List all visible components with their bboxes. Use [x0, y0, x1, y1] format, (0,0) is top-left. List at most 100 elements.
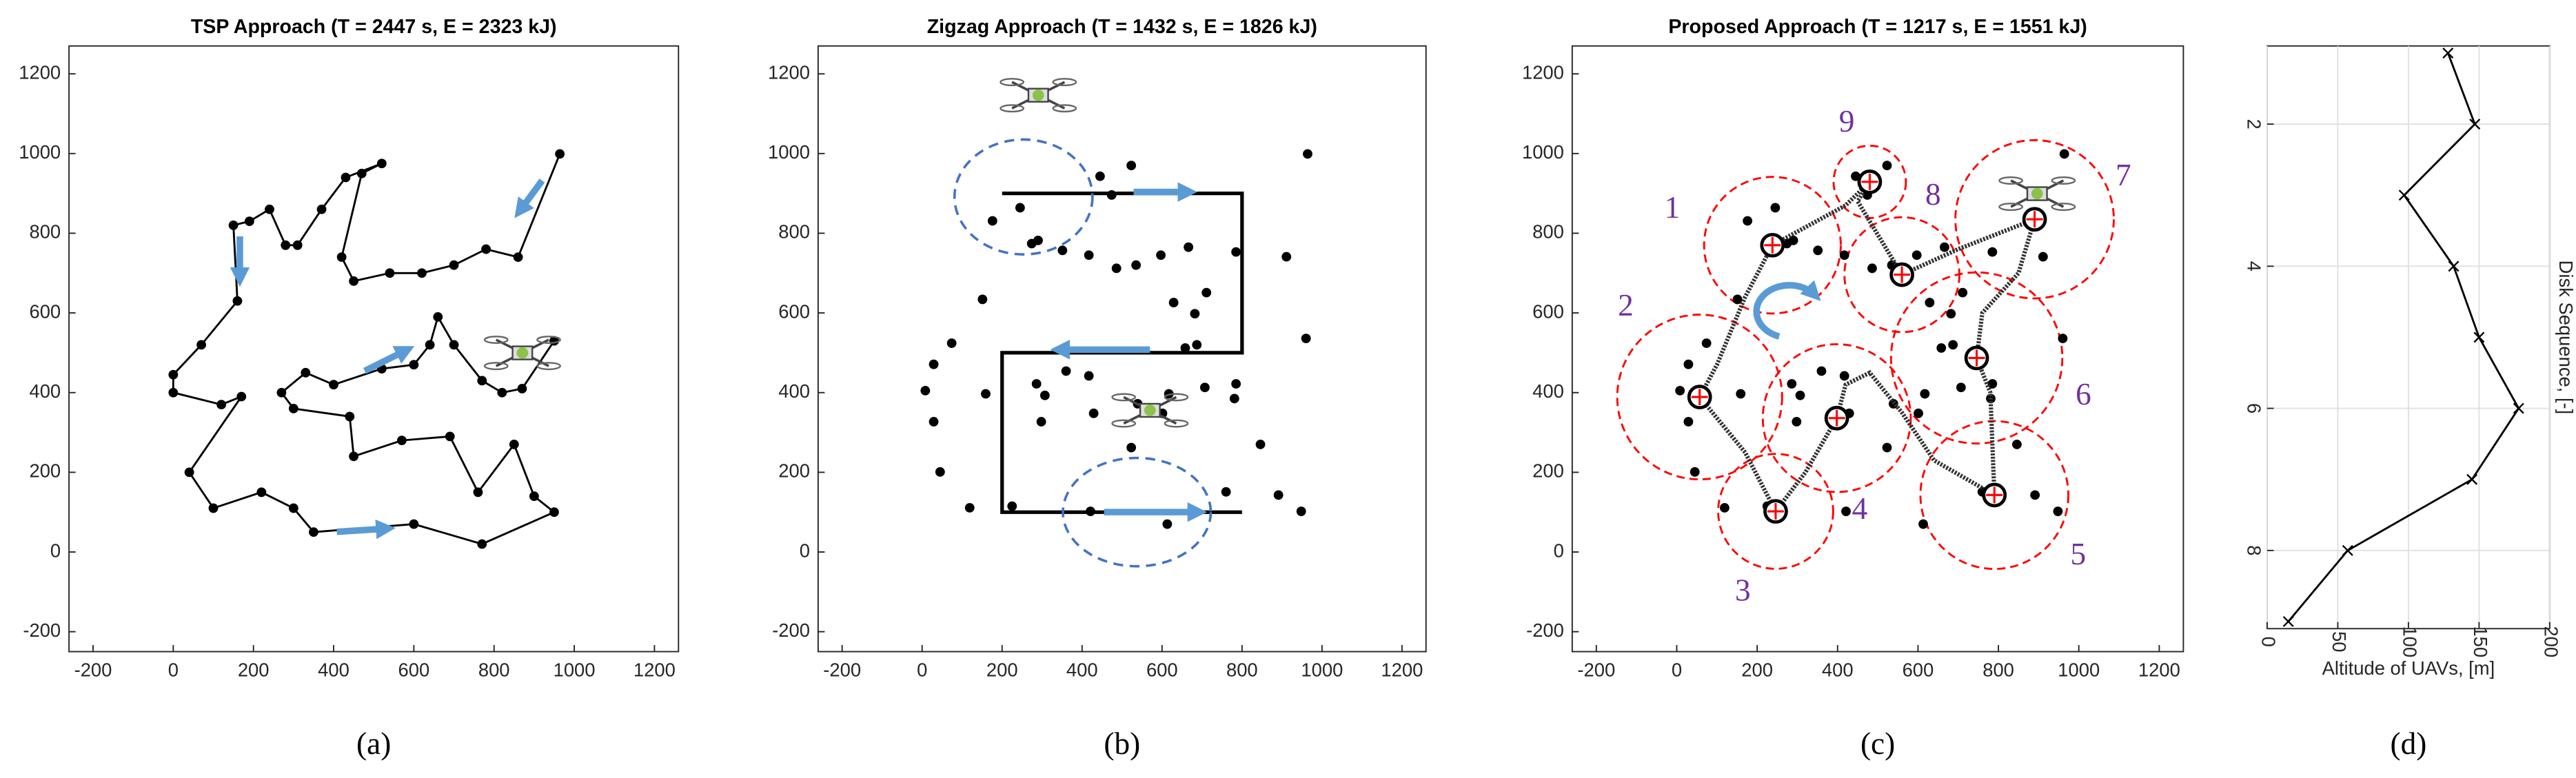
y-tick-label: 600 [1532, 300, 1564, 322]
plot-area [68, 45, 680, 653]
marker [2469, 119, 2481, 130]
node [2053, 506, 2063, 516]
node [1273, 490, 1284, 500]
x-tick-label: 100 [2400, 626, 2421, 657]
y-tick-label: -200 [23, 620, 61, 641]
panel-label: (a) [356, 726, 391, 761]
disk-label: 5 [2070, 537, 2086, 571]
y-tick-label: 0 [50, 540, 61, 561]
y-tick-label: -200 [1526, 620, 1564, 641]
node [349, 451, 359, 462]
node [920, 385, 931, 396]
node [1914, 408, 1923, 418]
center-plus [1691, 389, 1708, 406]
y-tick-label: 2 [2243, 119, 2264, 130]
node [1192, 340, 1202, 350]
node [1007, 501, 1017, 511]
node [1231, 379, 1241, 389]
annotations [230, 77, 2076, 568]
disk-label: 4 [1852, 491, 1868, 526]
x-tick-label: 150 [2470, 626, 2491, 657]
node [1795, 390, 1805, 400]
node [316, 204, 327, 214]
disk-center [1763, 499, 1788, 524]
y-tick-label: -200 [772, 620, 810, 641]
node [256, 487, 267, 498]
y-tick-label: 1000 [768, 141, 810, 163]
node [1199, 382, 1210, 393]
y-tick-label: 6 [2243, 403, 2264, 413]
y-tick-label: 800 [778, 221, 810, 243]
node [1231, 247, 1241, 257]
node [1015, 203, 1025, 213]
node [1201, 287, 1212, 298]
node [1296, 506, 1306, 516]
center-plus [1764, 236, 1781, 254]
marker [2282, 615, 2294, 627]
node [376, 158, 387, 169]
node [329, 380, 338, 390]
y-tick-label: 400 [29, 380, 61, 402]
node [425, 340, 435, 350]
node [1281, 252, 1292, 262]
node [1958, 287, 1968, 298]
node [2030, 490, 2040, 500]
x-tick-label: 400 [318, 659, 349, 680]
node [1126, 161, 1137, 171]
node [1033, 235, 1043, 245]
node [445, 431, 455, 442]
disk-center [1982, 482, 2007, 508]
node [184, 467, 194, 478]
x-tick-label: 0 [168, 659, 179, 680]
node [1126, 442, 1137, 453]
node [1882, 161, 1892, 171]
marker [2442, 48, 2454, 59]
node [1156, 250, 1166, 260]
y-tick-label: 0 [800, 540, 810, 561]
node [341, 172, 351, 183]
node [208, 503, 219, 513]
node [964, 502, 975, 513]
node [1841, 506, 1851, 516]
y-tick-label: 1200 [1522, 61, 1564, 83]
x-tick-label: 400 [1822, 659, 1854, 680]
node [1084, 371, 1094, 381]
node [1987, 247, 1998, 257]
node [549, 507, 559, 518]
x-tick-label: 1200 [633, 659, 676, 680]
node [168, 369, 179, 380]
node [349, 276, 359, 286]
x-tick-label: 200 [2541, 626, 2562, 657]
x-tick-label: -200 [1577, 659, 1615, 680]
node [497, 387, 507, 398]
node [1675, 385, 1685, 396]
node [1882, 442, 1892, 453]
node [1839, 371, 1849, 381]
node [929, 417, 939, 427]
node [196, 340, 206, 350]
node [236, 391, 247, 402]
marker [2448, 260, 2460, 272]
node [2059, 149, 2069, 159]
node [1813, 245, 1823, 256]
x-tick-label: 0 [1672, 659, 1682, 680]
node [1111, 263, 1122, 274]
node [1987, 379, 1998, 389]
node [1736, 389, 1746, 399]
node [473, 487, 483, 498]
node [477, 376, 487, 386]
disk-center [1964, 345, 1989, 371]
sensing-cone [1062, 456, 1213, 568]
node [336, 252, 347, 263]
panel: -200 0 200 400 600 800 1000 1200 -200 0 200 400 600 8… [1522, 16, 2184, 761]
coverage-disk [1717, 453, 1834, 570]
node [1946, 309, 1956, 319]
y-tick-label: 200 [1532, 460, 1564, 482]
node [1690, 467, 1700, 477]
node [1719, 502, 1730, 513]
node [292, 240, 303, 250]
node [1303, 149, 1312, 159]
panel-label: (d) [2391, 726, 2427, 761]
node [529, 491, 539, 501]
chart-title: Proposed Approach (T = 1217 s, E = 1551 … [1668, 16, 2087, 38]
